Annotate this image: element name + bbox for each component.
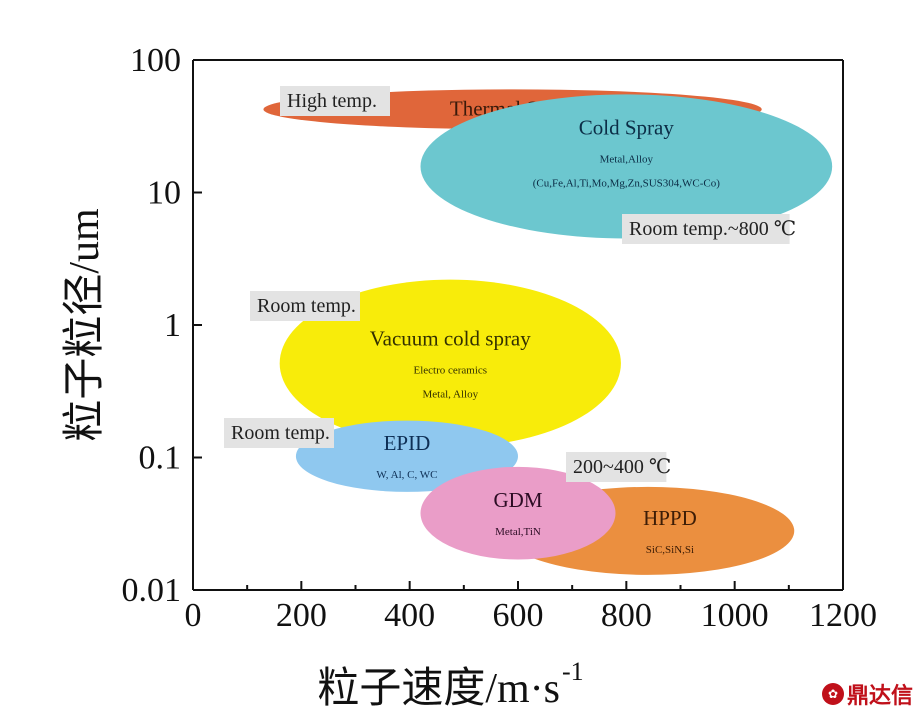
y-axis-title: 粒子粒径/um (62, 208, 108, 442)
y-tick-label: 0.1 (139, 440, 182, 477)
x-tick-label: 0 (185, 597, 202, 634)
x-ticks: 0 200 400 600 800 1000 1200 (185, 581, 877, 634)
x-axis-title-exponent: -1 (562, 657, 584, 686)
x-axis-title: 粒子速度/m·s (317, 666, 560, 712)
hppd-detail: SiC,SiN,Si (646, 544, 694, 556)
gdm-detail: Metal,TiN (495, 526, 541, 538)
gdm-title: GDM (493, 488, 542, 512)
y-tick-label: 1 (164, 307, 181, 344)
cold-spray-detail: (Cu,Fe,Al,Ti,Mo,Mg,Zn,SUS304,WC-Co) (533, 177, 721, 189)
annotation-label: Room temp. (231, 422, 330, 444)
x-tick-label: 800 (601, 597, 652, 634)
cold-spray-title: Cold Spray (579, 115, 675, 139)
cold-spray-detail: Metal,Alloy (600, 153, 654, 165)
y-tick-label: 100 (130, 42, 181, 79)
y-tick-label: 0.01 (122, 572, 182, 609)
gdm-region (420, 466, 616, 560)
annotation-box (224, 418, 334, 448)
watermark: ✿ 鼎达信 (821, 678, 913, 710)
x-tick-label: 1000 (701, 597, 769, 634)
regions: Thermal SprayCold SprayMetal,Alloy(Cu,Fe… (263, 89, 833, 575)
annotations: High temp. Room temp.~800 ℃ Room temp. Room… (224, 86, 796, 482)
vacuum-cold-spray-detail: Metal, Alloy (422, 388, 478, 400)
annotation-box (622, 214, 790, 244)
vacuum-cold-spray-title: Vacuum cold spray (370, 326, 531, 350)
x-tick-label: 200 (276, 597, 327, 634)
y-tick-label: 10 (147, 175, 181, 212)
annotation-label: 200~400 ℃ (573, 456, 671, 478)
annotation-label: Room temp.~800 ℃ (629, 218, 796, 240)
annotation-label: High temp. (287, 90, 377, 112)
cold-spray-region (420, 94, 833, 239)
vacuum-cold-spray-detail: Electro ceramics (413, 364, 487, 376)
annotation-box (280, 86, 390, 116)
hppd-title: HPPD (643, 506, 697, 530)
watermark-text: 鼎达信 (846, 684, 913, 709)
annotation-box (566, 452, 667, 482)
x-tick-label: 1200 (809, 597, 877, 634)
x-tick-label: 600 (493, 597, 544, 634)
x-tick-label: 400 (384, 597, 435, 634)
annotation-label: Room temp. (257, 295, 356, 317)
epid-region (295, 420, 518, 492)
epid-detail: W, Al, C, WC (376, 469, 437, 481)
annotation-box (250, 291, 360, 321)
vacuum-cold-spray-region (279, 279, 621, 448)
epid-title: EPID (384, 431, 431, 455)
fan-logo-icon: ✿ (821, 683, 844, 705)
y-ticks: 0.01 0.1 1 10 100 (122, 42, 202, 609)
